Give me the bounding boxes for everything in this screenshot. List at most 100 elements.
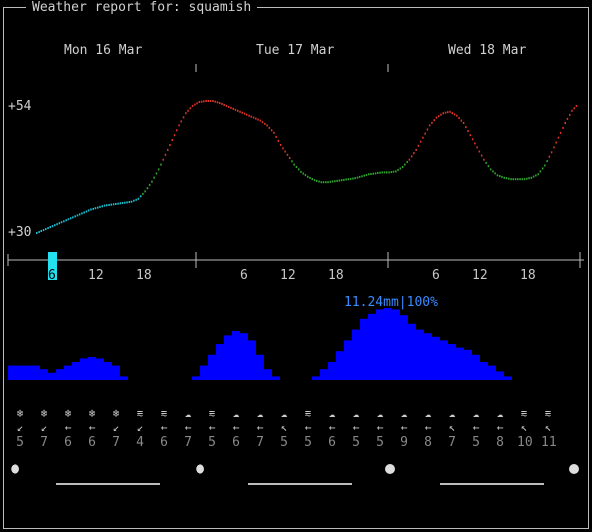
temp-point: [377, 172, 379, 174]
temp-point: [539, 170, 542, 173]
temp-point: [553, 146, 555, 149]
temp-point: [334, 180, 336, 183]
weather-icon: ❄: [16, 407, 24, 420]
rain-bar: [224, 335, 232, 380]
temp-point: [537, 173, 539, 176]
temp-point: [444, 111, 447, 114]
temp-point: [81, 212, 83, 215]
temp-point: [485, 161, 487, 164]
weather-icon: ☁: [184, 407, 192, 420]
temp-point: [331, 180, 334, 183]
temp-point: [496, 174, 499, 177]
temp-point: [101, 205, 103, 208]
weather-icon: ☁: [424, 407, 432, 420]
temp-point: [343, 178, 345, 181]
temp-point: [535, 174, 537, 177]
temp-point: [270, 129, 273, 132]
temp-point: [273, 131, 275, 134]
wind-speed: 6: [160, 435, 168, 450]
temp-point: [144, 190, 146, 193]
temp-point: [151, 180, 153, 183]
weather-icon: ❄: [88, 407, 96, 420]
temp-point: [487, 165, 490, 168]
temp-point: [266, 124, 268, 127]
temp-point: [521, 178, 523, 181]
temp-point: [221, 102, 223, 105]
report-title: Weather report for: squamish: [26, 0, 258, 16]
moon-phase-icon: [194, 464, 204, 474]
temp-point: [295, 166, 298, 168]
wind-direction-icon: ↖: [520, 421, 528, 434]
rain-bar: [8, 365, 16, 380]
wind-speed: 4: [136, 435, 144, 450]
wind-direction-icon: ←: [376, 421, 384, 434]
temp-point: [374, 172, 377, 175]
temp-point: [230, 106, 232, 109]
temp-point: [476, 146, 478, 149]
moon-full-icon: [385, 464, 395, 474]
temp-point: [410, 155, 413, 158]
rain-bar: [16, 365, 24, 380]
rain-bar: [472, 354, 480, 380]
temp-point: [370, 173, 372, 175]
temp-point: [322, 181, 325, 184]
temp-point: [87, 209, 90, 212]
temp-point: [239, 110, 241, 113]
temp-point: [354, 177, 356, 180]
temp-point: [139, 195, 142, 198]
temp-point: [471, 138, 474, 141]
temp-point: [223, 103, 225, 106]
temp-point: [178, 124, 180, 127]
temp-point: [304, 174, 307, 177]
temp-point: [388, 171, 390, 174]
temp-point: [56, 223, 58, 226]
temp-point: [85, 210, 88, 213]
wind-direction-icon: ↙: [16, 421, 24, 434]
wind-direction-icon: ←: [400, 421, 408, 434]
wind-speed: 5: [208, 435, 216, 450]
wind-direction-icon: ↖: [280, 421, 288, 434]
rain-bar: [352, 329, 360, 380]
wind-speed: 8: [496, 435, 504, 450]
wind-speed: 7: [40, 435, 48, 450]
temp-point: [173, 134, 176, 137]
wind-speed: 7: [184, 435, 192, 450]
temp-point: [307, 175, 309, 178]
temp-point: [300, 170, 302, 173]
temp-point: [456, 114, 458, 117]
temp-point: [440, 113, 442, 116]
temp-point: [557, 136, 560, 139]
temp-point: [293, 163, 295, 166]
temp-point: [214, 100, 216, 103]
temp-point: [499, 175, 501, 178]
temp-point: [338, 179, 341, 182]
temp-point: [480, 154, 483, 157]
temp-point: [207, 100, 210, 102]
temp-point: [155, 172, 158, 175]
temp-point: [160, 163, 162, 166]
hour-label: 6: [240, 268, 248, 283]
current-time-marker: [48, 252, 57, 280]
weather-icon: ❄: [64, 407, 72, 420]
temp-point: [503, 176, 505, 179]
temp-point: [286, 153, 289, 156]
temp-point: [313, 179, 316, 182]
weather-icon: ⩳: [136, 407, 144, 420]
temp-point: [381, 171, 383, 174]
wind-direction-icon: ↖: [448, 421, 456, 434]
temp-point: [187, 109, 189, 112]
temp-point: [268, 126, 271, 129]
temp-point: [406, 161, 408, 164]
temp-point: [571, 109, 573, 112]
temp-point: [90, 208, 92, 211]
rain-bar: [192, 376, 200, 380]
temp-point: [501, 175, 503, 178]
temp-point: [397, 168, 399, 171]
temp-point: [106, 204, 108, 207]
temp-point: [45, 228, 47, 231]
temp-point: [548, 155, 551, 158]
wind-direction-icon: ←: [184, 421, 192, 434]
temp-point: [415, 148, 417, 151]
rain-bar: [104, 362, 112, 380]
temp-point: [508, 177, 510, 180]
